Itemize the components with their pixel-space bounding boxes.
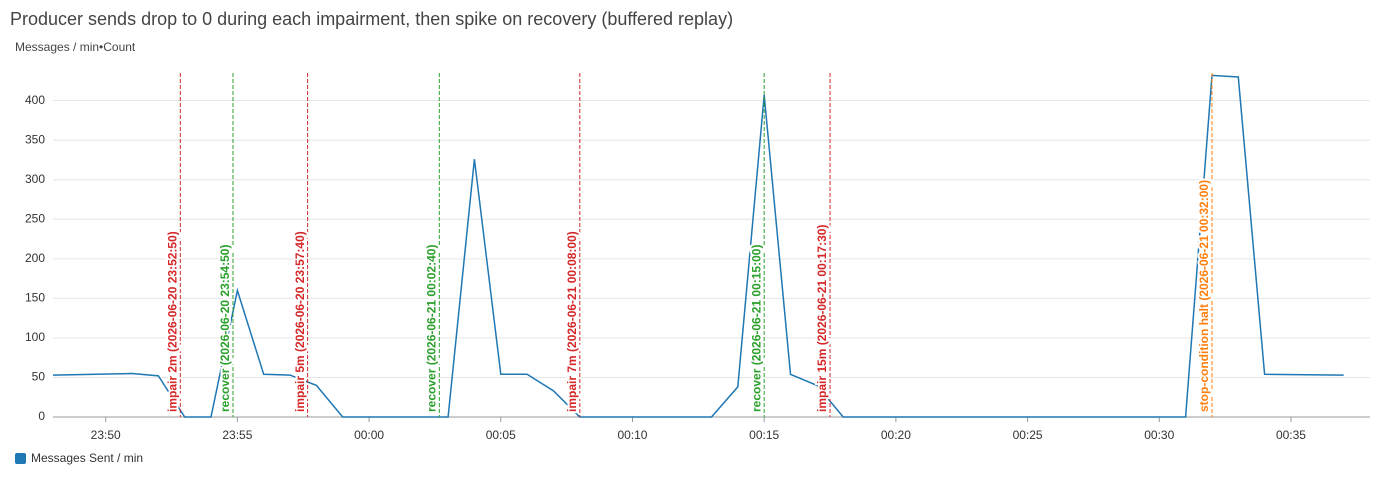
x-tick-label: 00:35: [1276, 428, 1306, 442]
y-tick-label: 350: [25, 132, 45, 146]
annotation-label: recover (2026-06-21 00:02:40): [424, 245, 438, 412]
x-tick-label: 23:50: [91, 428, 121, 442]
x-tick-label: 00:20: [881, 428, 911, 442]
legend-swatch: [15, 453, 26, 464]
y-tick-label: 400: [25, 93, 45, 107]
data-line: [52, 74, 1344, 418]
legend-label: Messages Sent / min: [31, 451, 143, 465]
annotation-label: recover (2026-06-20 23:54:50): [218, 245, 232, 412]
annotation-label: stop-condition halt (2026-06-21 00:32:00…: [1197, 180, 1211, 412]
x-tick-label: 00:25: [1013, 428, 1043, 442]
y-tick-label: 100: [25, 330, 45, 344]
chart-title: Producer sends drop to 0 during each imp…: [10, 9, 733, 29]
y-tick-label: 150: [25, 291, 45, 305]
y-tick-label: 300: [25, 172, 45, 186]
annotation-label: recover (2026-06-21 00:15:00): [749, 245, 763, 412]
annotation-label: impair 5m (2026-06-20 23:57:40): [293, 231, 307, 412]
annotation-label: impair 2m (2026-06-20 23:52:50): [165, 231, 179, 412]
x-tick-label: 00:15: [749, 428, 779, 442]
annotation-label: impair 7m (2026-06-21 00:08:00): [565, 231, 579, 412]
x-tick-label: 23:55: [222, 428, 252, 442]
y-tick-label: 250: [25, 211, 45, 225]
x-tick-label: 00:05: [486, 428, 516, 442]
y-tick-label: 50: [32, 370, 46, 384]
x-tick-label: 00:00: [354, 428, 384, 442]
annotation-label: impair 15m (2026-06-21 00:17:30): [815, 225, 829, 412]
x-tick-label: 00:10: [617, 428, 647, 442]
y-tick-label: 200: [25, 251, 45, 265]
y-axis-label: Messages / min•Count: [15, 40, 136, 54]
x-tick-label: 00:30: [1144, 428, 1174, 442]
y-tick-label: 0: [38, 409, 45, 423]
